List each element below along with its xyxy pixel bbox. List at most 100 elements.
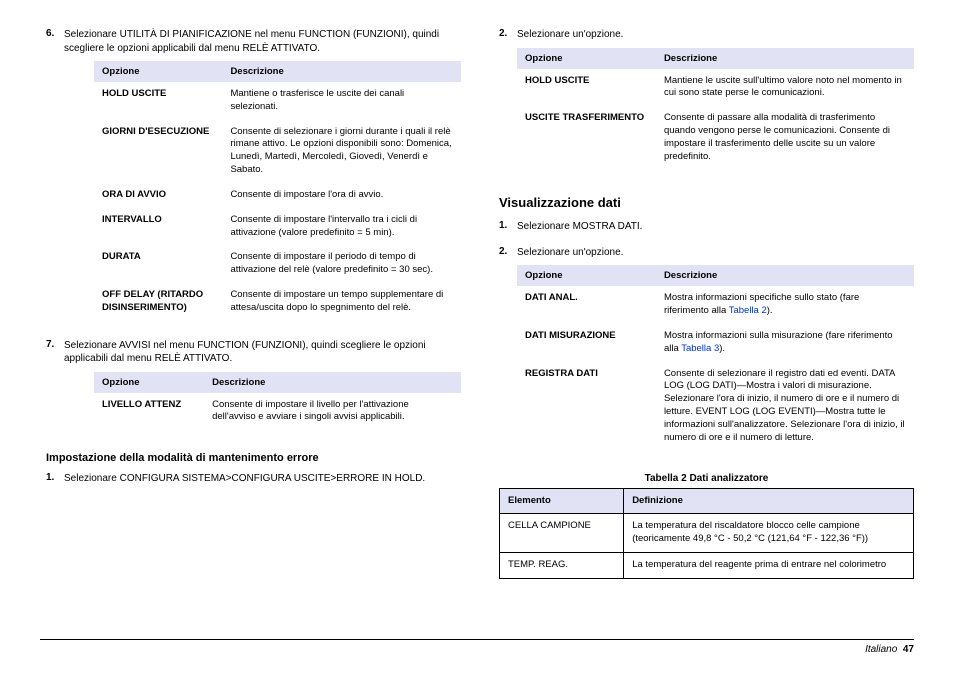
th-option: Opzione xyxy=(517,48,656,69)
step6-table-wrap: Opzione Descrizione HOLD USCITEMantiene … xyxy=(64,61,461,321)
table-row: DATI MISURAZIONE Mostra informazioni sul… xyxy=(517,324,914,362)
step-num: 1. xyxy=(499,220,517,240)
link-tabella-3[interactable]: Tabella 3 xyxy=(681,343,719,354)
table-row: ORA DI AVVIOConsente di impostare l'ora … xyxy=(94,183,461,208)
footer-language: Italiano xyxy=(865,644,897,655)
th-option: Opzione xyxy=(94,61,222,82)
link-tabella-2[interactable]: Tabella 2 xyxy=(729,305,767,316)
table-row: DURATAConsente di impostare il periodo d… xyxy=(94,245,461,283)
cell-elemento: CELLA CAMPIONE xyxy=(500,514,624,553)
step-body: Selezionare CONFIGURA SISTEMA>CONFIGURA … xyxy=(64,472,461,492)
step-text: Selezionare un'opzione. xyxy=(517,28,914,42)
step6-table: Opzione Descrizione HOLD USCITEMantiene … xyxy=(94,61,461,321)
table-header-row: Opzione Descrizione xyxy=(94,372,461,393)
step-7: 7. Selezionare AVVISI nel menu FUNCTION … xyxy=(46,339,461,443)
table-2: Elemento Definizione CELLA CAMPIONELa te… xyxy=(499,488,914,579)
th-option: Opzione xyxy=(94,372,204,393)
right-column: 2. Selezionare un'opzione. Opzione Descr… xyxy=(499,28,914,579)
table-row: DATI ANAL. Mostra informazioni specifich… xyxy=(517,286,914,324)
table-row: INTERVALLOConsente di impostare l'interv… xyxy=(94,208,461,246)
desc-text: ). xyxy=(767,305,773,316)
step-2b: 2. Selezionare un'opzione. Opzione Descr… xyxy=(499,246,914,463)
step-num: 7. xyxy=(46,339,64,443)
step2b-table: Opzione Descrizione DATI ANAL. Mostra in… xyxy=(517,265,914,450)
opt-desc: Consente di impostare il periodo di temp… xyxy=(222,245,461,283)
step-body: Selezionare MOSTRA DATI. xyxy=(517,220,914,240)
opt-desc: Consente di selezionare i giorni durante… xyxy=(222,120,461,183)
cell-definizione: La temperatura del riscaldatore blocco c… xyxy=(624,514,914,553)
step-6: 6. Selezionare UTILITÀ DI PIANIFICAZIONE… xyxy=(46,28,461,333)
step-1b: 1. Selezionare MOSTRA DATI. xyxy=(499,220,914,240)
opt-desc: Consente di selezionare il registro dati… xyxy=(656,362,914,451)
table-row: CELLA CAMPIONELa temperatura del riscald… xyxy=(500,514,914,553)
opt-name: DATI MISURAZIONE xyxy=(517,324,656,362)
opt-desc: Mantiene le uscite sull'ultimo valore no… xyxy=(656,69,914,107)
opt-name: REGISTRA DATI xyxy=(517,362,656,451)
table-row: OFF DELAY (RITARDO DISINSERIMENTO)Consen… xyxy=(94,283,461,321)
table-row: LIVELLO ATTENZConsente di impostare il l… xyxy=(94,393,461,431)
table-row: GIORNI D'ESECUZIONEConsente di seleziona… xyxy=(94,120,461,183)
opt-desc: Mostra informazioni specifiche sullo sta… xyxy=(656,286,914,324)
opt-desc: Mantiene o trasferisce le uscite dei can… xyxy=(222,82,461,120)
table-row: REGISTRA DATI Consente di selezionare il… xyxy=(517,362,914,451)
opt-name: USCITE TRASFERIMENTO xyxy=(517,106,656,169)
th-elemento: Elemento xyxy=(500,488,624,514)
opt-desc: Consente di impostare il livello per l'a… xyxy=(204,393,461,431)
opt-desc: Consente di impostare un tempo supplemen… xyxy=(222,283,461,321)
opt-name: LIVELLO ATTENZ xyxy=(94,393,204,431)
table-row: TEMP. REAG.La temperatura del reagente p… xyxy=(500,552,914,578)
step-num: 2. xyxy=(499,28,517,181)
table-row: HOLD USCITEMantiene o trasferisce le usc… xyxy=(94,82,461,120)
table-header-row: Opzione Descrizione xyxy=(517,265,914,286)
step-body: Selezionare un'opzione. Opzione Descrizi… xyxy=(517,246,914,463)
step-body: Selezionare AVVISI nel menu FUNCTION (FU… xyxy=(64,339,461,443)
step-text: Selezionare CONFIGURA SISTEMA>CONFIGURA … xyxy=(64,472,461,486)
opt-desc: Consente di passare alla modalità di tra… xyxy=(656,106,914,169)
opt-name: DURATA xyxy=(94,245,222,283)
table-header-row: Opzione Descrizione xyxy=(517,48,914,69)
step7-table-wrap: Opzione Descrizione LIVELLO ATTENZConsen… xyxy=(64,372,461,431)
opt-name: HOLD USCITE xyxy=(517,69,656,107)
step-text: Selezionare un'opzione. xyxy=(517,246,914,260)
step2a-table: Opzione Descrizione HOLD USCITEMantiene … xyxy=(517,48,914,170)
th-definizione: Definizione xyxy=(624,488,914,514)
step-1-left: 1. Selezionare CONFIGURA SISTEMA>CONFIGU… xyxy=(46,472,461,492)
subheading-error-hold: Impostazione della modalità di mantenime… xyxy=(46,452,461,464)
table-row: USCITE TRASFERIMENTOConsente di passare … xyxy=(517,106,914,169)
opt-name: INTERVALLO xyxy=(94,208,222,246)
table-header-row: Opzione Descrizione xyxy=(94,61,461,82)
th-desc: Descrizione xyxy=(656,48,914,69)
opt-desc: Consente di impostare l'ora di avvio. xyxy=(222,183,461,208)
opt-name: ORA DI AVVIO xyxy=(94,183,222,208)
th-desc: Descrizione xyxy=(222,61,461,82)
opt-desc: Mostra informazioni sulla misurazione (f… xyxy=(656,324,914,362)
cell-definizione: La temperatura del reagente prima di ent… xyxy=(624,552,914,578)
step-text: Selezionare UTILITÀ DI PIANIFICAZIONE ne… xyxy=(64,28,461,55)
opt-name: GIORNI D'ESECUZIONE xyxy=(94,120,222,183)
step-text: Selezionare MOSTRA DATI. xyxy=(517,220,914,234)
page-footer: Italiano 47 xyxy=(40,639,914,655)
opt-desc: Consente di impostare l'intervallo tra i… xyxy=(222,208,461,246)
cell-elemento: TEMP. REAG. xyxy=(500,552,624,578)
opt-name: DATI ANAL. xyxy=(517,286,656,324)
opt-name: HOLD USCITE xyxy=(94,82,222,120)
step-num: 1. xyxy=(46,472,64,492)
step-body: Selezionare un'opzione. Opzione Descrizi… xyxy=(517,28,914,181)
desc-text: ). xyxy=(719,343,725,354)
step-body: Selezionare UTILITÀ DI PIANIFICAZIONE ne… xyxy=(64,28,461,333)
table-row: HOLD USCITEMantiene le uscite sull'ultim… xyxy=(517,69,914,107)
step-2a: 2. Selezionare un'opzione. Opzione Descr… xyxy=(499,28,914,181)
th-desc: Descrizione xyxy=(204,372,461,393)
step-text: Selezionare AVVISI nel menu FUNCTION (FU… xyxy=(64,339,461,366)
th-desc: Descrizione xyxy=(656,265,914,286)
th-option: Opzione xyxy=(517,265,656,286)
step-num: 2. xyxy=(499,246,517,463)
page: 6. Selezionare UTILITÀ DI PIANIFICAZIONE… xyxy=(0,0,954,589)
section-visualizzazione: Visualizzazione dati xyxy=(499,195,914,210)
step7-table: Opzione Descrizione LIVELLO ATTENZConsen… xyxy=(94,372,461,431)
step-num: 6. xyxy=(46,28,64,333)
table2-caption: Tabella 2 Dati analizzatore xyxy=(499,473,914,484)
left-column: 6. Selezionare UTILITÀ DI PIANIFICAZIONE… xyxy=(46,28,461,579)
opt-name: OFF DELAY (RITARDO DISINSERIMENTO) xyxy=(94,283,222,321)
table-header-row: Elemento Definizione xyxy=(500,488,914,514)
